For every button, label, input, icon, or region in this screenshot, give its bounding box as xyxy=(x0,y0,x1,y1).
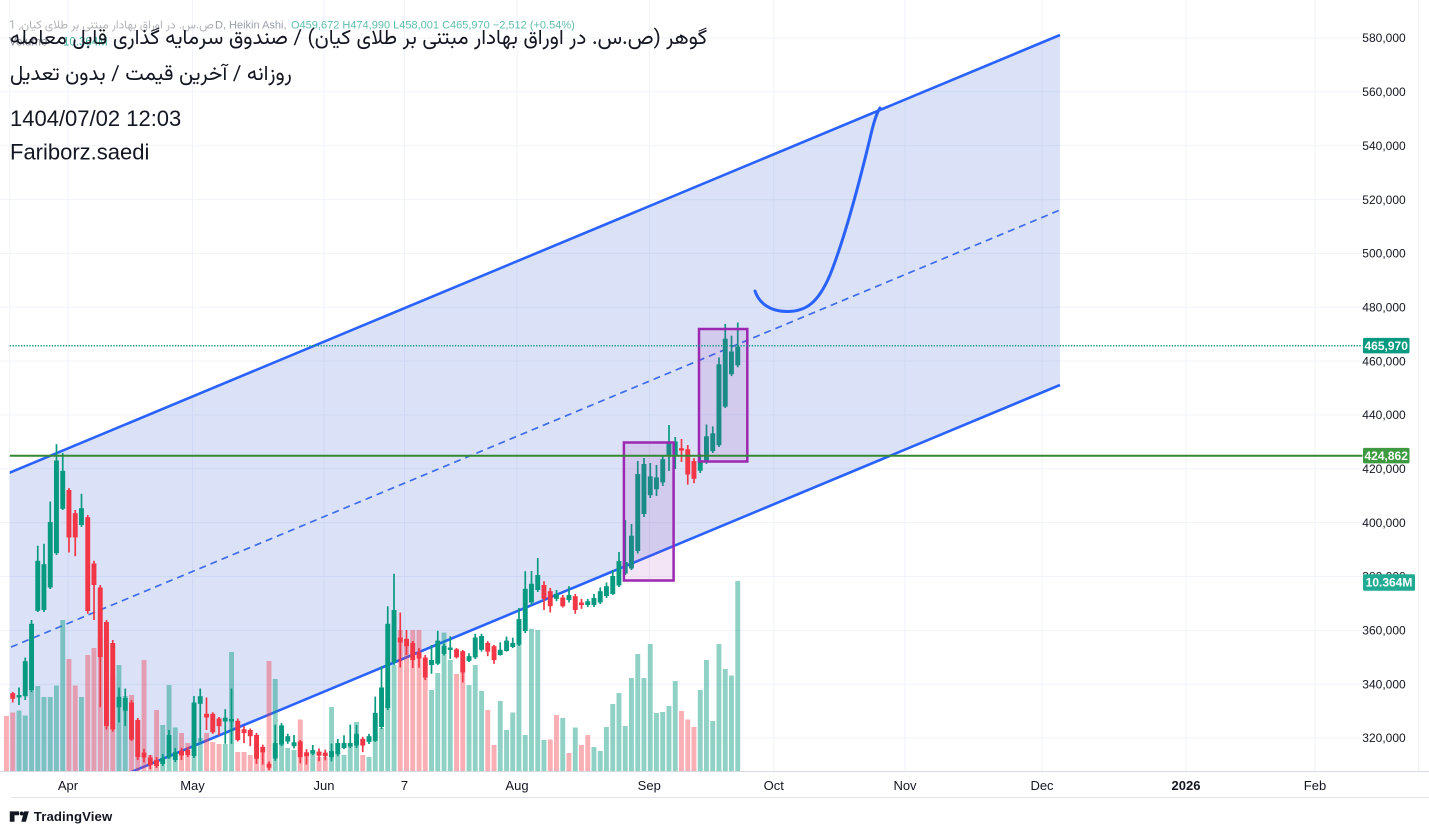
svg-text:340,000: 340,000 xyxy=(1362,677,1406,691)
svg-text:480,000: 480,000 xyxy=(1362,300,1406,314)
svg-text:420,000: 420,000 xyxy=(1362,462,1406,476)
svg-text:Nov: Nov xyxy=(893,778,917,793)
svg-text:1404/07/02 12:03: 1404/07/02 12:03 xyxy=(10,106,181,131)
svg-text:Feb: Feb xyxy=(1304,778,1326,793)
svg-text:460,000: 460,000 xyxy=(1362,354,1406,368)
svg-text:Fariborz.saedi: Fariborz.saedi xyxy=(10,140,149,165)
svg-text:580,000: 580,000 xyxy=(1362,31,1406,45)
svg-text:465,970: 465,970 xyxy=(1365,339,1409,353)
svg-text:Oct: Oct xyxy=(764,778,785,793)
svg-text:520,000: 520,000 xyxy=(1362,193,1406,207)
svg-text:May: May xyxy=(180,778,205,793)
svg-text:Jun: Jun xyxy=(314,778,335,793)
svg-text:2026: 2026 xyxy=(1172,778,1201,793)
svg-text:Aug: Aug xyxy=(505,778,528,793)
svg-text:360,000: 360,000 xyxy=(1362,624,1406,638)
svg-text:Dec: Dec xyxy=(1030,778,1054,793)
svg-text:7: 7 xyxy=(401,778,408,793)
svg-text:320,000: 320,000 xyxy=(1362,731,1406,745)
svg-text:TradingView: TradingView xyxy=(34,809,113,824)
svg-text:10.364M: 10.364M xyxy=(1366,576,1413,590)
svg-text:440,000: 440,000 xyxy=(1362,408,1406,422)
svg-text:Sep: Sep xyxy=(638,778,661,793)
svg-text:560,000: 560,000 xyxy=(1362,85,1406,99)
svg-text:D, Heikin Ashi,: D, Heikin Ashi, xyxy=(215,20,287,32)
svg-text:Apr: Apr xyxy=(58,778,79,793)
svg-text:540,000: 540,000 xyxy=(1362,139,1406,153)
svg-text:400,000: 400,000 xyxy=(1362,516,1406,530)
svg-text:424,862: 424,862 xyxy=(1365,449,1409,463)
svg-text:O459,672 H474,990 L458,001: O459,672 H474,990 L458,001 C465,970 −2,5… xyxy=(291,20,575,32)
svg-text:500,000: 500,000 xyxy=(1362,247,1406,261)
